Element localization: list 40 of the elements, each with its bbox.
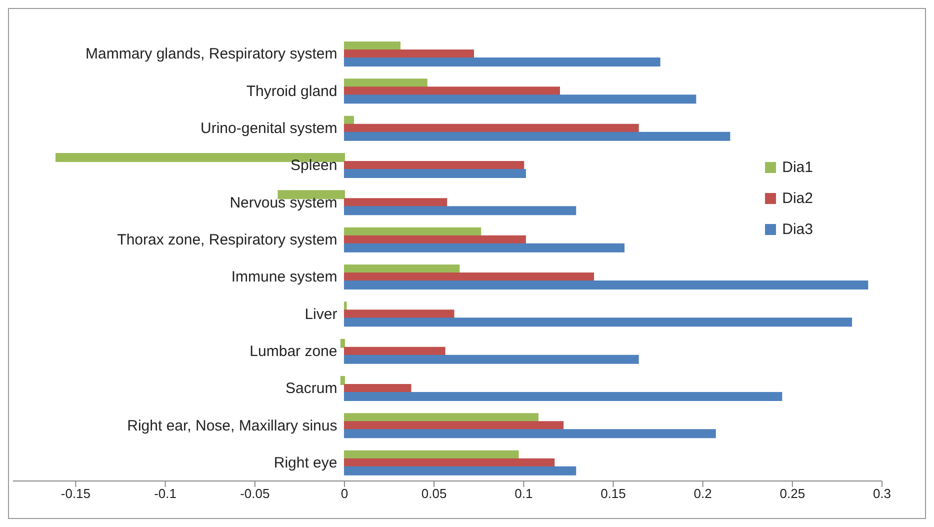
y-tick-label: Spleen: [290, 157, 338, 174]
bar: [340, 376, 345, 385]
bar: [344, 466, 576, 476]
x-tick-label: 0.15: [600, 486, 626, 502]
y-tick-label: Thorax zone, Respiratory system: [117, 231, 338, 248]
y-tick-label: Sacrum: [286, 380, 338, 398]
y-tick-label: Thyroid gland: [246, 82, 338, 100]
legend-label: Dia2: [782, 190, 813, 207]
legend-label: Dia1: [782, 159, 813, 176]
x-tick-label: 0.3: [872, 486, 892, 502]
y-tick-label: Nervous system: [230, 194, 338, 212]
x-tick-label: -0.1: [154, 486, 176, 502]
bar: [340, 338, 345, 348]
bar: [344, 280, 868, 290]
bar: [344, 94, 696, 104]
y-tick-label: Immune system: [231, 268, 338, 286]
x-tick-label: 0.25: [780, 486, 806, 502]
legend-label: Dia3: [782, 221, 813, 238]
bar: [344, 318, 852, 327]
bar: [344, 429, 716, 438]
bar: [344, 132, 730, 141]
bar: [344, 243, 624, 252]
bar: [344, 354, 639, 364]
y-tick-label: Liver: [304, 306, 338, 323]
y-tick-label: Lumbar zone: [250, 342, 338, 360]
bar: [344, 392, 782, 401]
x-tick-label: -0.15: [60, 486, 91, 502]
y-tick-label: Urino-genital system: [200, 120, 338, 137]
y-tick-label: Mammary glands, Respiratory system: [86, 46, 338, 63]
bar: [344, 116, 354, 125]
y-tick-label: Right eye: [274, 454, 338, 472]
x-tick-label: -0.05: [240, 486, 270, 502]
y-tick-label: Right ear, Nose, Maxillary sinus: [127, 417, 338, 434]
x-tick-label: 0.1: [514, 486, 533, 502]
bar: [344, 206, 576, 216]
x-tick-label: 0.2: [694, 486, 712, 502]
bar: [344, 169, 526, 178]
bar: [344, 58, 660, 66]
x-tick-label: 0: [340, 486, 348, 502]
x-tick-label: 0.05: [421, 486, 447, 502]
